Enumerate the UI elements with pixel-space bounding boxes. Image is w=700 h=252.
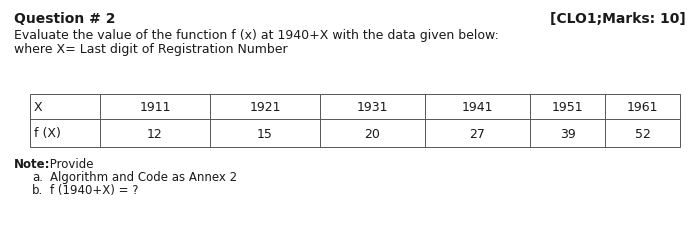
Text: Provide: Provide xyxy=(46,158,94,170)
Text: 1911: 1911 xyxy=(139,101,171,114)
Text: where X= Last digit of Registration Number: where X= Last digit of Registration Numb… xyxy=(14,43,288,56)
Text: 1951: 1951 xyxy=(552,101,583,114)
Text: 27: 27 xyxy=(470,127,485,140)
Text: 39: 39 xyxy=(559,127,575,140)
Text: 12: 12 xyxy=(147,127,163,140)
Text: Evaluate the value of the function f (x) at 1940+X with the data given below:: Evaluate the value of the function f (x)… xyxy=(14,29,499,42)
Text: 1961: 1961 xyxy=(626,101,658,114)
Text: b.: b. xyxy=(32,183,43,196)
Text: 20: 20 xyxy=(365,127,380,140)
Text: 52: 52 xyxy=(635,127,650,140)
Text: 1931: 1931 xyxy=(357,101,388,114)
Text: 15: 15 xyxy=(257,127,273,140)
Bar xyxy=(30,94,680,147)
Text: f (1940+X) = ?: f (1940+X) = ? xyxy=(50,183,139,196)
Text: 1921: 1921 xyxy=(249,101,281,114)
Text: Note:: Note: xyxy=(14,158,50,170)
Text: Algorithm and Code as Annex 2: Algorithm and Code as Annex 2 xyxy=(50,170,237,183)
Text: Question # 2: Question # 2 xyxy=(14,12,116,26)
Text: a.: a. xyxy=(32,170,43,183)
Text: 1941: 1941 xyxy=(462,101,493,114)
Text: f (X): f (X) xyxy=(34,127,61,140)
Text: [CLO1;Marks: 10]: [CLO1;Marks: 10] xyxy=(550,12,686,26)
Text: X: X xyxy=(34,101,43,114)
